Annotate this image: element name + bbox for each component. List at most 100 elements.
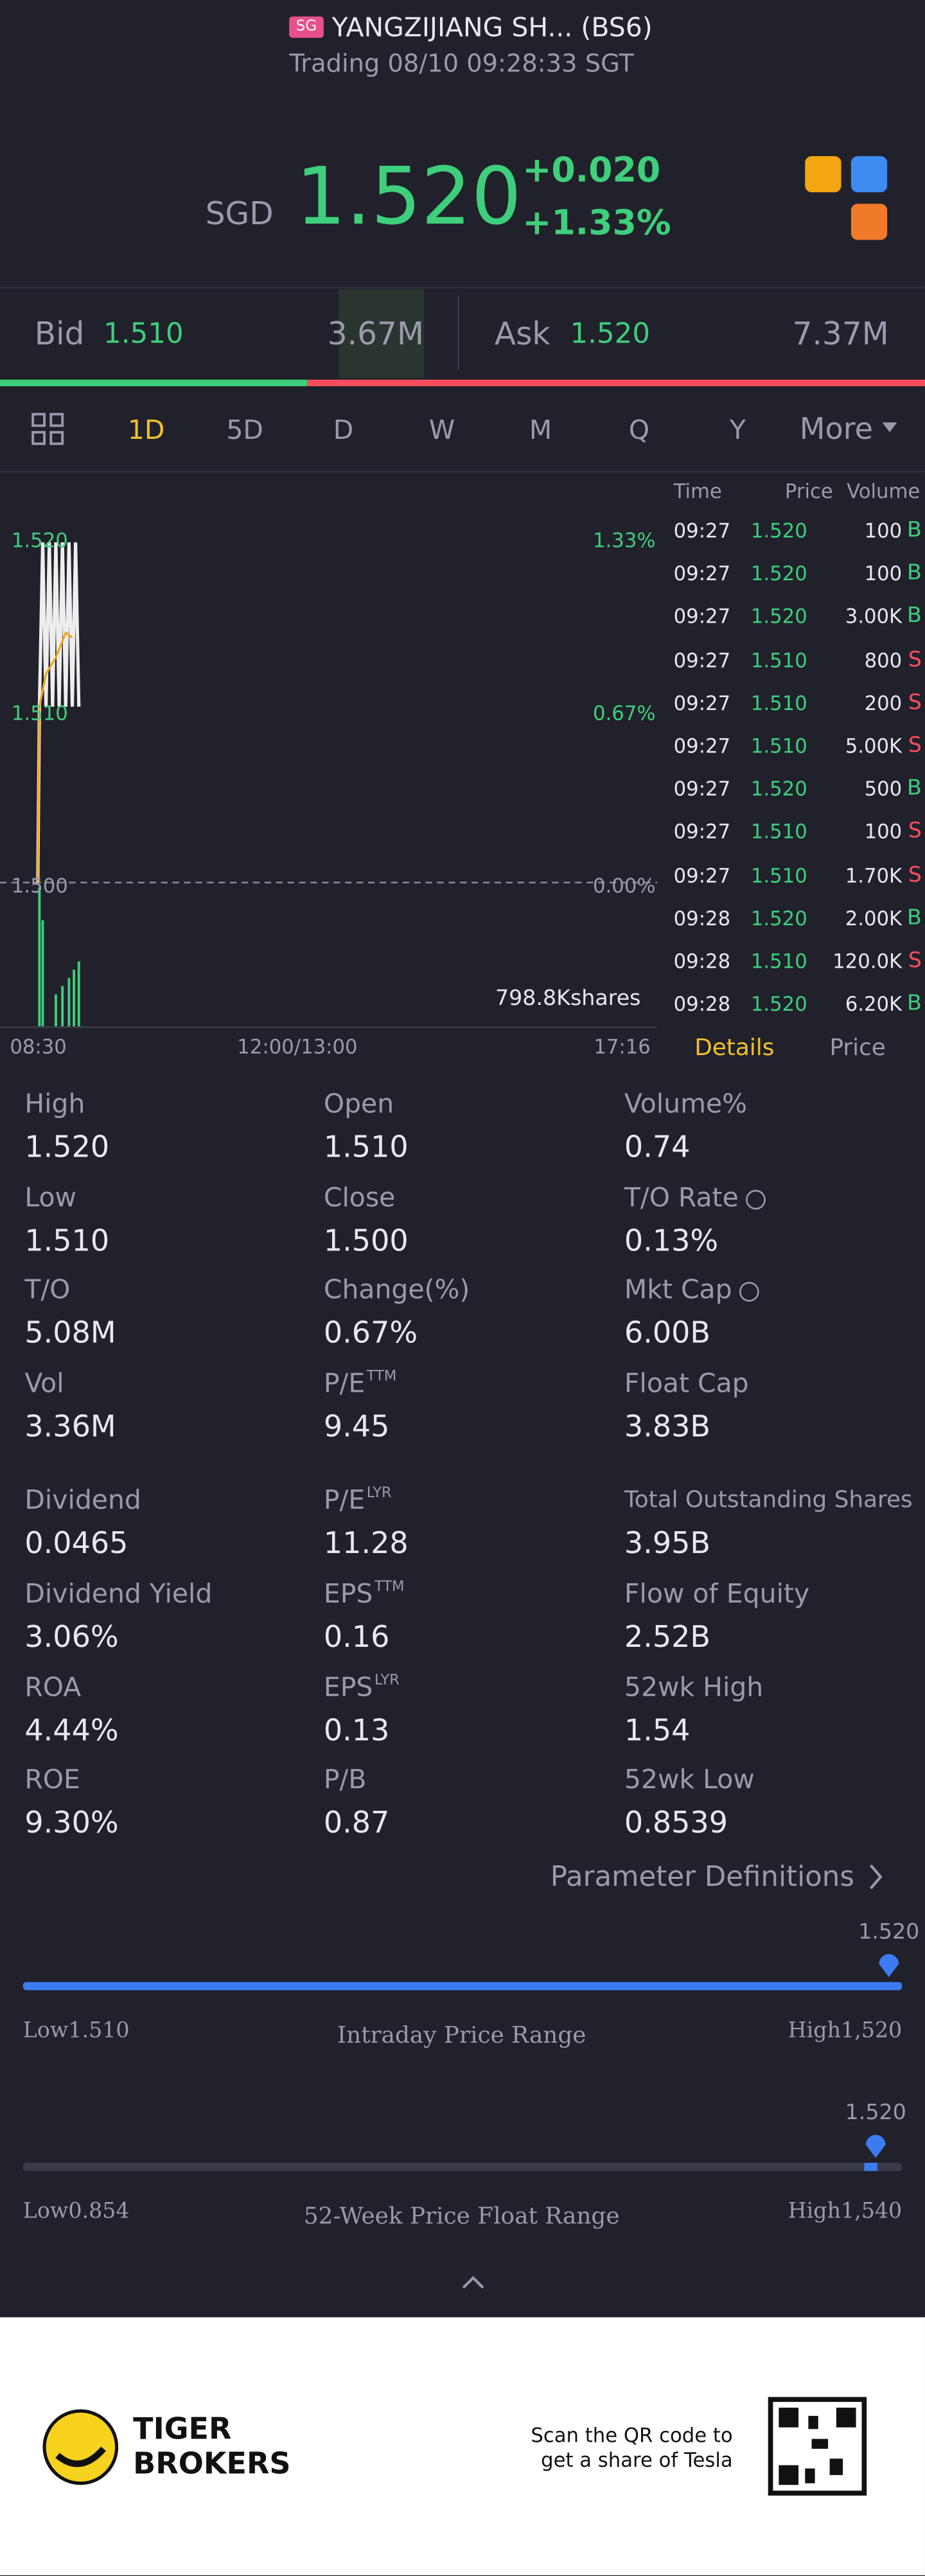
trade-volume: 200 [864,691,903,715]
info-icon[interactable] [744,1189,765,1209]
stat-label-text: EPS [323,1577,373,1609]
stat-label: High [24,1090,85,1117]
percent-axis-label: 1.33% [593,529,656,553]
stat-value: 0.8539 [624,1806,728,1841]
trade-header: Price [784,479,833,503]
stat-label: T/O [24,1274,71,1305]
stat-label: Float Cap [624,1370,749,1397]
period-tab[interactable]: 1D [127,414,165,446]
trade-price: 1.520 [750,907,807,930]
trade-tab[interactable]: Price [829,1035,886,1062]
trade-time: 09:27 [673,821,731,844]
stat-value: 3.83B [624,1410,711,1445]
period-tab[interactable]: Y [729,414,746,446]
currency: SGD [205,196,274,233]
parameter-definitions-link[interactable]: Parameter Definitions [550,1861,855,1894]
price-change: +0.020 [522,150,661,190]
stat-label-text: Dividend Yield [24,1577,213,1609]
trade-time: 09:27 [673,562,731,586]
bid-label: Bid [34,316,85,353]
stat-label: 52wk High [624,1674,763,1701]
trade-header: Volume [847,479,921,503]
trade-side: S [908,690,922,716]
percent-axis-label: 0.00% [593,874,656,898]
stat-value: 1.54 [624,1714,691,1749]
stat-label-text: T/O Rate [624,1181,739,1213]
trade-side: S [908,949,922,974]
trade-price: 1.510 [750,864,807,887]
stat-label: P/E TTM [324,1370,396,1397]
stat-label-text: Low [24,1181,76,1213]
trade-time: 09:27 [673,864,731,887]
stat-label: Mkt Cap [624,1274,759,1305]
range-current-value: 1.520 [845,2101,906,2126]
bid-price: 1.510 [103,317,184,351]
price-axis-label: 1.510 [11,702,68,725]
brand-name: TIGER [133,2412,232,2447]
trade-price: 1.510 [750,734,807,758]
stat-label-suffix: LYR [366,1486,392,1502]
period-tab[interactable]: More [799,412,873,447]
trade-side: B [907,906,922,931]
trade-volume: 500 [864,777,903,801]
stat-label: Dividend Yield [24,1580,212,1608]
stat-value: 0.0465 [24,1527,128,1561]
stat-value: 1.500 [323,1224,409,1259]
stat-label: T/O Rate [624,1181,765,1213]
brand-name: BROKERS [133,2447,291,2482]
stat-label-text: Mkt Cap [624,1274,732,1305]
trading-status: Trading 08/10 09:28:33 SGT [289,48,634,78]
trade-volume: 2.00K [845,907,903,930]
stat-value: 0.87 [323,1806,390,1841]
trade-time: 09:27 [673,519,731,543]
volume-label: 798.8Kshares [495,986,641,1012]
stat-label: 52wk Low [624,1766,755,1793]
stat-label: Flow of Equity [624,1580,809,1608]
trade-header: Time [673,479,722,503]
stat-label-text: T/O [24,1274,71,1305]
trade-price: 1.520 [750,519,807,543]
trade-price: 1.510 [750,950,807,973]
stat-value: 11.28 [323,1527,409,1561]
range-current-value: 1.520 [858,1920,920,1946]
stat-label: ROA [24,1674,81,1701]
trade-time: 09:28 [673,950,731,973]
trade-volume: 6.20K [845,993,903,1017]
percent-axis-label: 0.67% [593,702,656,725]
stat-label-text: 52wk High [624,1671,764,1703]
trade-price: 1.520 [750,993,807,1017]
stat-label-text: Open [323,1088,394,1119]
stat-label-text: Total Outstanding Shares [624,1487,913,1514]
trade-side: S [908,820,922,845]
stat-label-text: EPS [323,1671,373,1703]
trade-price: 1.510 [750,648,807,672]
trade-side: S [908,734,922,759]
stat-label: Change(%) [324,1276,470,1303]
trade-price: 1.510 [750,691,807,715]
price-axis-label: 1.500 [11,874,68,898]
period-tab[interactable]: Q [628,414,650,446]
stat-label-text: Flow of Equity [624,1577,810,1609]
stat-label: P/E LYR [324,1486,392,1514]
ask-price: 1.520 [570,317,651,351]
trade-side: B [907,604,922,630]
stat-value: 6.00B [624,1316,711,1351]
trade-price: 1.510 [750,821,807,844]
range-high-label: High1,520 [788,2019,903,2044]
stat-label-text: ROA [24,1671,82,1703]
range-title: 52-Week Price Float Range [303,2203,620,2230]
info-icon[interactable] [738,1281,759,1301]
period-tab[interactable]: M [529,414,552,446]
period-tab[interactable]: W [428,414,455,446]
stat-label: P/B [324,1766,367,1793]
trade-tab[interactable]: Details [694,1035,775,1062]
trade-volume: 120.0K [833,950,903,973]
period-tab[interactable]: 5D [226,414,263,446]
stat-label-text: Dividend [24,1484,141,1516]
stat-value: 3.06% [24,1620,119,1655]
trade-time: 09:27 [673,777,731,801]
range-low-label: Low0.854 [22,2199,130,2225]
stat-label-text: 52wk Low [624,1763,755,1795]
period-tab[interactable]: D [333,414,354,446]
trade-volume: 3.00K [845,605,903,629]
